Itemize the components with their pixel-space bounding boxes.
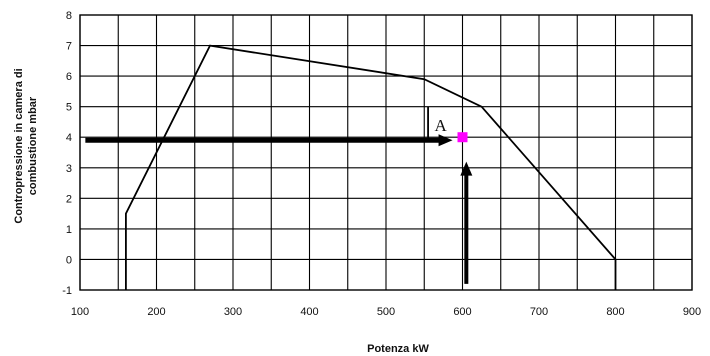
x-axis-label: Potenza kW [367,343,429,355]
y-tick-label: -1 [62,285,72,297]
x-tick-label: 100 [71,306,89,318]
x-tick-label: 600 [453,306,471,318]
y-tick-label: 1 [66,224,72,236]
x-tick-label: 200 [147,306,165,318]
x-tick-label: 700 [530,306,548,318]
x-tick-label: 500 [377,306,395,318]
y-tick-label: 3 [66,163,72,175]
point-a-marker [457,132,468,143]
x-tick-label: 300 [224,306,242,318]
annotations: A [85,106,473,284]
y-tick-label: 7 [66,41,72,53]
y-tick-label: 5 [66,102,72,114]
y-axis-label-line-1: Contropressione in camera di [13,68,25,223]
vertical-arrow-head [460,161,473,176]
y-tick-label: 2 [66,193,72,205]
horizontal-arrow-head [438,134,453,147]
x-tick-label: 900 [683,306,701,318]
y-tick-label: 0 [66,254,72,266]
x-tick-labels: 100 200 300 400 500 600 700 800 900 [71,306,701,318]
series-line [125,44,617,290]
plot-frame [79,14,693,291]
y-axis-label-line-2: combustione mbar [27,96,39,195]
x-tick-label: 400 [300,306,318,318]
y-tick-label: 8 [66,10,72,22]
grid [79,14,693,291]
point-a-label: A [435,116,448,135]
x-tick-label: 800 [606,306,624,318]
y-tick-label: 6 [66,71,72,83]
y-tick-labels: -1 0 1 2 3 4 5 6 7 8 [62,10,72,297]
y-tick-label: 4 [66,132,72,144]
series-group [125,44,617,290]
